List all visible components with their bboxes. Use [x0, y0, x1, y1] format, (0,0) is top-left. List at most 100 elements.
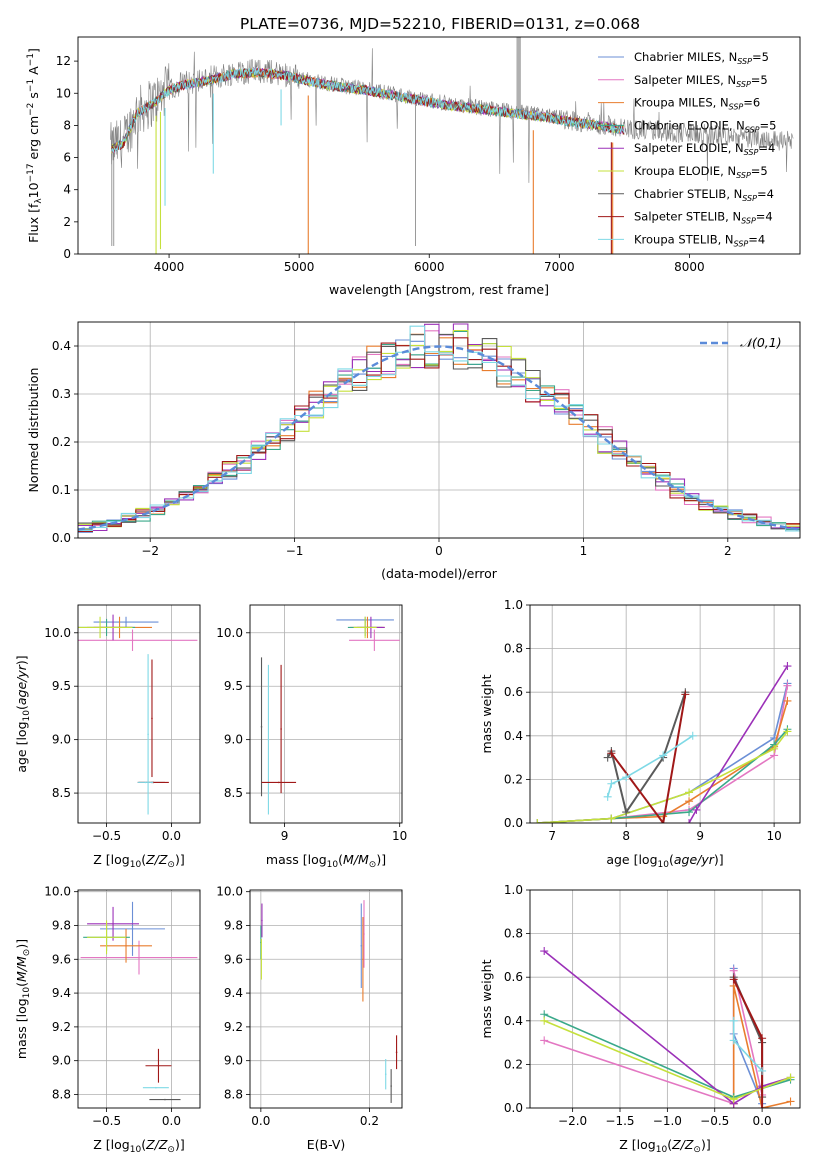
data-point	[131, 639, 134, 642]
residuals-ytick-label: 0.1	[52, 483, 71, 497]
mass-weight-marker	[783, 681, 792, 690]
mass-weight-marker	[688, 731, 697, 740]
mass-weight-marker	[659, 751, 668, 760]
data-point	[131, 928, 134, 930]
data-point	[267, 738, 270, 741]
spectrum-ytick-label: 10	[56, 86, 71, 100]
age-vs-Z-xlabel: Z [log10(Z/Z⊙)]	[93, 852, 184, 870]
mass-vs-Z-ytick-label: 8.8	[52, 1087, 71, 1101]
data-point	[157, 1064, 160, 1067]
mass-weight-vs-Z-xtick-label: −0.5	[700, 1114, 729, 1128]
data-point	[138, 956, 140, 959]
spectrum-legend: Chabrier MILES, NSSP=5 Salpeter MILES, NS…	[598, 50, 776, 248]
mass-vs-Z-frame	[77, 889, 201, 1109]
spectrum-xtick-label: 6000	[414, 260, 445, 274]
mass-vs-EBV-ytick-label: 9.0	[224, 1054, 243, 1068]
mass-weight-marker	[607, 749, 616, 758]
mass-weight-vs-Z-frame	[529, 889, 801, 1109]
residual-histogram	[78, 325, 800, 532]
mass-vs-Z-ytick-label: 9.0	[52, 1054, 71, 1068]
mass-weight-vs-age-ytick-label: 0.6	[504, 685, 523, 699]
age-vs-Z-xtick-label: 0.0	[162, 829, 181, 843]
mass-weight-vs-Z-ytick-label: 0.4	[504, 1014, 523, 1028]
data-point	[164, 1098, 166, 1101]
mass-vs-EBV-ytick-label: 10.0	[216, 885, 243, 899]
mass-weight-vs-age-xtick-label: 8	[622, 829, 630, 843]
mass-weight-vs-age-lines	[533, 662, 792, 823]
age-vs-mass-xtick-label: 9	[281, 829, 289, 843]
spectrum-xtick-label: 5000	[284, 260, 315, 274]
mass-weight-vs-Z-ytick-label: 0.6	[504, 970, 523, 984]
mass-weight-marker	[758, 1104, 767, 1108]
residuals-ytick-label: 0.3	[52, 387, 71, 401]
mass-weight-vs-age-xtick-label: 7	[548, 829, 556, 843]
data-point	[125, 944, 127, 947]
mass-weight-vs-Z-xlabel: Z [log10(Z/Z⊙)]	[619, 1137, 710, 1155]
mass-vs-Z-points	[80, 901, 198, 1101]
data-point	[390, 1085, 392, 1087]
mass-vs-Z-ylabel: mass [log10(M/M⊙)]	[14, 939, 32, 1059]
mass-weight-series	[543, 950, 791, 1105]
mass-vs-EBV-ytick-label: 8.8	[224, 1087, 243, 1101]
mass-weight-vs-Z-ytick-label: 0.2	[504, 1057, 523, 1071]
legend-entry: Chabrier ELODIE, NSSP=5	[634, 118, 776, 134]
mass-vs-EBV-xtick-label: 0.0	[251, 1114, 270, 1128]
mass-weight-vs-Z-xtick-label: 0.0	[753, 1114, 772, 1128]
spectrum-ytick-label: 6	[63, 151, 71, 165]
data-point	[277, 781, 280, 784]
mass-weight-vs-Z-xtick-label: −1.0	[653, 1114, 682, 1128]
mass-vs-EBV-axes: 0.0 0.2 8.8 9.0 9.2 9.4 9.6 9.8 10.0 E(B-V)	[216, 885, 403, 1152]
age-vs-mass-xlabel: mass [log10(M/M⊙)]	[266, 852, 386, 870]
mass-vs-Z-xtick-label: −0.5	[92, 1114, 121, 1128]
mass-weight-marker	[540, 947, 549, 956]
mass-vs-Z-axes: −0.5 0.0 8.8 9.0 9.2 9.4 9.6 9.8 10.0 Z [log10(Z/…	[14, 885, 201, 1155]
mass-weight-marker	[533, 819, 542, 823]
legend-entry: Salpeter STELIB, NSSP=4	[634, 210, 773, 226]
mass-weight-vs-age-ytick-label: 0.0	[504, 816, 523, 830]
data-point	[360, 944, 363, 947]
mass-weight-marker	[729, 1036, 738, 1045]
mass-weight-series	[732, 985, 791, 1108]
mass-weight-marker	[540, 1036, 549, 1045]
data-point	[99, 626, 101, 629]
mass-weight-marker	[603, 792, 612, 801]
mass-weight-vs-age-ytick-label: 1.0	[504, 598, 523, 612]
mass-weight-marker	[758, 1066, 767, 1075]
data-point	[362, 958, 364, 961]
mass-vs-EBV-frame	[249, 889, 403, 1109]
data-point	[395, 1051, 398, 1054]
spectrum-xtick-label: 7000	[544, 260, 575, 274]
mass-vs-EBV-ytick-label: 9.6	[224, 952, 243, 966]
residuals-xlabel: (data-model)/error	[381, 566, 498, 581]
residuals-ylabel: Normed distribution	[26, 368, 41, 493]
mass-weight-marker	[603, 753, 612, 762]
mass-weight-vs-age-ylabel: mass weight	[479, 674, 494, 753]
mass-vs-EBV-points	[260, 900, 398, 1103]
data-point	[112, 922, 114, 925]
mass-weight-marker	[770, 744, 779, 753]
age-vs-Z-points	[78, 614, 198, 815]
spectrum-model-line	[111, 67, 625, 153]
age-vs-Z-axes: −0.5 0.0 8.5 9.0 9.5 10.0 Z [log10(Z/Z⊙)] age […	[14, 604, 201, 870]
mass-weight-marker	[729, 1095, 738, 1104]
age-vs-Z-ytick-label: 9.5	[52, 679, 71, 693]
mass-vs-Z-ytick-label: 9.4	[52, 986, 71, 1000]
spectrum-xtick-label: 4000	[154, 260, 185, 274]
legend-entry: Kroupa STELIB, NSSP=4	[634, 232, 765, 248]
mass-weight-marker	[540, 1016, 549, 1025]
mass-weight-series	[610, 694, 687, 823]
age-vs-mass-ytick-label: 9.5	[224, 679, 243, 693]
spectrum-axes: 4000 5000 6000 7000 8000 0 2 4 6 8 10 12 wavelength …	[26, 36, 801, 297]
residuals-ytick-label: 0.0	[52, 531, 71, 545]
mass-weight-vs-age-frame	[529, 604, 801, 824]
mass-weight-marker	[729, 975, 738, 984]
data-point	[261, 919, 263, 922]
mass-weight-series	[537, 730, 789, 823]
spectrum-frame	[77, 36, 801, 255]
residuals-group	[78, 323, 800, 533]
residuals-xtick-label: 1	[580, 544, 588, 558]
spectrum-ytick-label: 12	[56, 54, 71, 68]
mass-weight-vs-Z-axes: −2.0 −1.5 −1.0 −0.5 0.0 0.0 0.2 0.4 0.6 0.8 1.0 Z […	[479, 883, 801, 1155]
legend-entry: Kroupa ELODIE, NSSP=5	[634, 164, 768, 180]
